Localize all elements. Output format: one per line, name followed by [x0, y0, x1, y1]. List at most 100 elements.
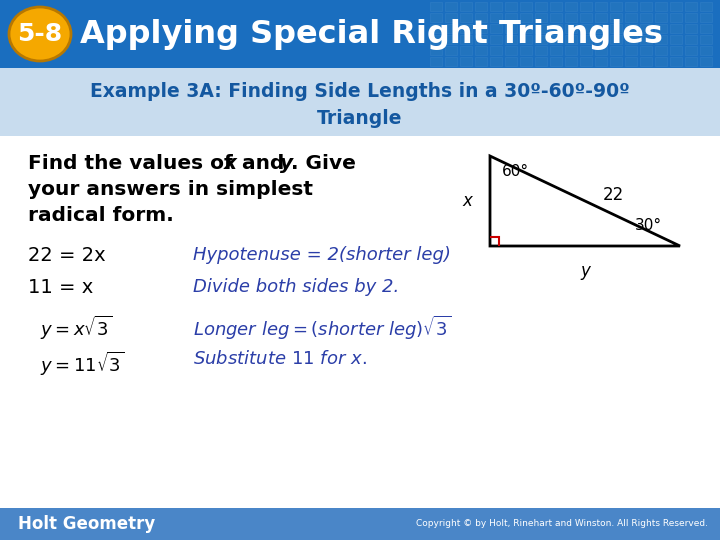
FancyBboxPatch shape: [610, 13, 622, 22]
FancyBboxPatch shape: [580, 13, 592, 22]
FancyBboxPatch shape: [490, 57, 502, 66]
FancyBboxPatch shape: [535, 46, 547, 55]
FancyBboxPatch shape: [685, 2, 697, 11]
FancyBboxPatch shape: [445, 46, 457, 55]
FancyBboxPatch shape: [505, 24, 517, 33]
FancyBboxPatch shape: [625, 46, 637, 55]
Text: 5-8: 5-8: [17, 22, 63, 46]
FancyBboxPatch shape: [655, 46, 667, 55]
FancyBboxPatch shape: [625, 35, 637, 44]
FancyBboxPatch shape: [505, 57, 517, 66]
FancyBboxPatch shape: [685, 13, 697, 22]
FancyBboxPatch shape: [535, 24, 547, 33]
FancyBboxPatch shape: [655, 35, 667, 44]
FancyBboxPatch shape: [670, 2, 682, 11]
Text: Divide both sides by 2.: Divide both sides by 2.: [193, 278, 400, 296]
FancyBboxPatch shape: [670, 46, 682, 55]
FancyBboxPatch shape: [490, 35, 502, 44]
Text: 22: 22: [603, 186, 624, 205]
FancyBboxPatch shape: [520, 35, 532, 44]
Text: Example 3A: Finding Side Lengths in a 30º-60º-90º: Example 3A: Finding Side Lengths in a 30…: [90, 82, 630, 102]
FancyBboxPatch shape: [550, 13, 562, 22]
Text: 30°: 30°: [635, 219, 662, 233]
FancyBboxPatch shape: [460, 24, 472, 33]
FancyBboxPatch shape: [625, 13, 637, 22]
FancyBboxPatch shape: [595, 24, 607, 33]
FancyBboxPatch shape: [490, 24, 502, 33]
FancyBboxPatch shape: [550, 46, 562, 55]
FancyBboxPatch shape: [535, 57, 547, 66]
FancyBboxPatch shape: [460, 2, 472, 11]
FancyBboxPatch shape: [625, 24, 637, 33]
FancyBboxPatch shape: [505, 35, 517, 44]
Text: Copyright © by Holt, Rinehart and Winston. All Rights Reserved.: Copyright © by Holt, Rinehart and Winsto…: [416, 519, 708, 529]
Text: 60°: 60°: [502, 164, 529, 179]
FancyBboxPatch shape: [520, 46, 532, 55]
FancyBboxPatch shape: [505, 2, 517, 11]
FancyBboxPatch shape: [670, 24, 682, 33]
FancyBboxPatch shape: [430, 46, 442, 55]
FancyBboxPatch shape: [430, 2, 442, 11]
FancyBboxPatch shape: [535, 2, 547, 11]
FancyBboxPatch shape: [475, 13, 487, 22]
FancyBboxPatch shape: [700, 2, 712, 11]
FancyBboxPatch shape: [640, 46, 652, 55]
FancyBboxPatch shape: [580, 2, 592, 11]
Text: $y = x\sqrt{3}$: $y = x\sqrt{3}$: [40, 314, 112, 342]
FancyBboxPatch shape: [445, 35, 457, 44]
Text: Triangle: Triangle: [318, 110, 402, 129]
Text: Holt Geometry: Holt Geometry: [18, 515, 156, 533]
FancyBboxPatch shape: [460, 57, 472, 66]
FancyBboxPatch shape: [640, 35, 652, 44]
FancyBboxPatch shape: [475, 46, 487, 55]
FancyBboxPatch shape: [670, 35, 682, 44]
FancyBboxPatch shape: [565, 57, 577, 66]
Text: radical form.: radical form.: [28, 206, 174, 225]
Text: $\mathit{Substitute\ 11\ for\ x.}$: $\mathit{Substitute\ 11\ for\ x.}$: [193, 350, 367, 368]
FancyBboxPatch shape: [0, 136, 720, 508]
FancyBboxPatch shape: [700, 46, 712, 55]
FancyBboxPatch shape: [565, 2, 577, 11]
FancyBboxPatch shape: [550, 24, 562, 33]
FancyBboxPatch shape: [430, 13, 442, 22]
FancyBboxPatch shape: [610, 57, 622, 66]
FancyBboxPatch shape: [520, 57, 532, 66]
Text: x: x: [462, 192, 472, 210]
FancyBboxPatch shape: [520, 13, 532, 22]
FancyBboxPatch shape: [430, 57, 442, 66]
Text: your answers in simplest: your answers in simplest: [28, 180, 313, 199]
FancyBboxPatch shape: [655, 57, 667, 66]
FancyBboxPatch shape: [655, 2, 667, 11]
FancyBboxPatch shape: [565, 13, 577, 22]
FancyBboxPatch shape: [490, 13, 502, 22]
FancyBboxPatch shape: [0, 0, 720, 68]
FancyBboxPatch shape: [535, 35, 547, 44]
FancyBboxPatch shape: [490, 2, 502, 11]
FancyBboxPatch shape: [475, 57, 487, 66]
Text: 11 = x: 11 = x: [28, 278, 94, 297]
Ellipse shape: [9, 7, 71, 61]
FancyBboxPatch shape: [460, 13, 472, 22]
FancyBboxPatch shape: [700, 57, 712, 66]
FancyBboxPatch shape: [655, 24, 667, 33]
FancyBboxPatch shape: [460, 35, 472, 44]
FancyBboxPatch shape: [610, 35, 622, 44]
FancyBboxPatch shape: [595, 2, 607, 11]
FancyBboxPatch shape: [625, 2, 637, 11]
FancyBboxPatch shape: [550, 2, 562, 11]
Text: $\mathit{Longer\ leg} = \mathit{(shorter\ leg)}\sqrt{3}$: $\mathit{Longer\ leg} = \mathit{(shorter…: [193, 314, 451, 342]
FancyBboxPatch shape: [595, 13, 607, 22]
FancyBboxPatch shape: [490, 46, 502, 55]
FancyBboxPatch shape: [520, 24, 532, 33]
FancyBboxPatch shape: [595, 35, 607, 44]
FancyBboxPatch shape: [445, 24, 457, 33]
FancyBboxPatch shape: [565, 35, 577, 44]
FancyBboxPatch shape: [550, 35, 562, 44]
FancyBboxPatch shape: [625, 57, 637, 66]
FancyBboxPatch shape: [565, 46, 577, 55]
FancyBboxPatch shape: [580, 35, 592, 44]
FancyBboxPatch shape: [670, 13, 682, 22]
FancyBboxPatch shape: [445, 13, 457, 22]
FancyBboxPatch shape: [0, 68, 720, 136]
Text: y: y: [580, 262, 590, 280]
